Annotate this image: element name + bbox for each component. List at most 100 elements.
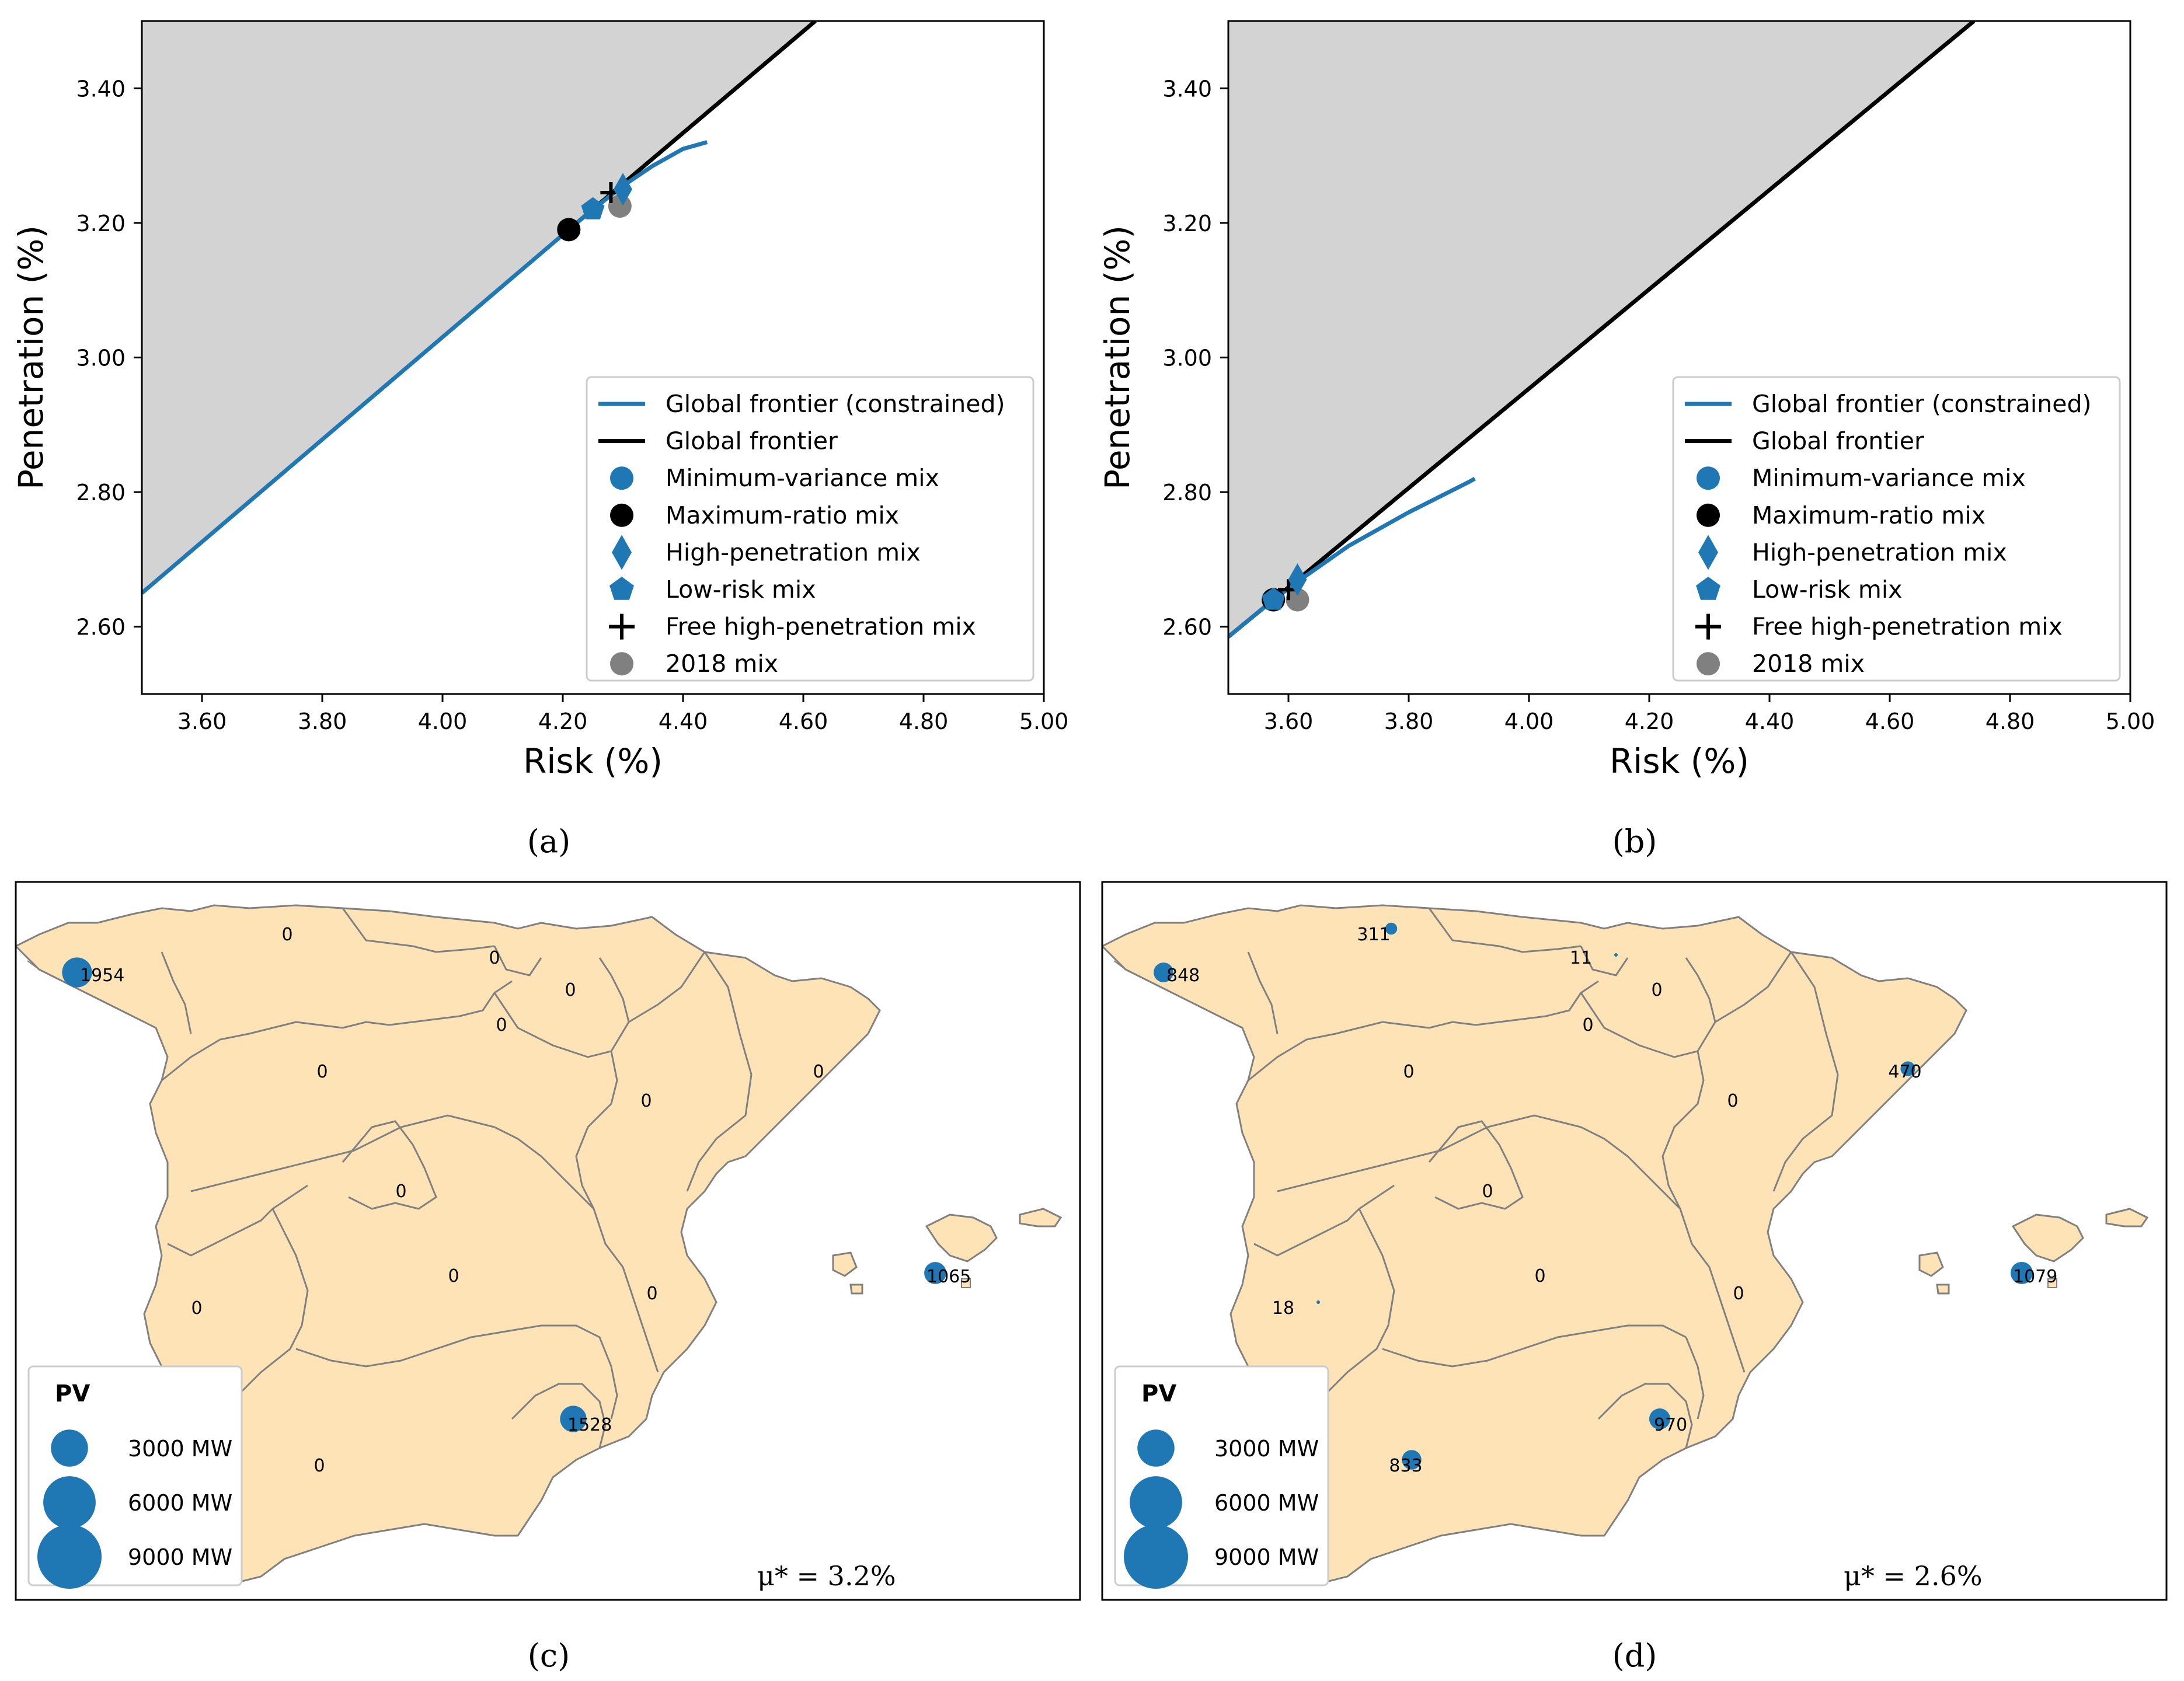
region-castilla-la-mancha: 0 bbox=[1534, 1266, 1545, 1286]
chart-caption: (b) bbox=[1612, 823, 1657, 860]
pv-legend-label: 3000 MW bbox=[128, 1436, 232, 1462]
legend-entry-low-risk: Low-risk mix bbox=[1696, 576, 1903, 604]
x-tick-label: 4.20 bbox=[1625, 709, 1674, 734]
pv-legend-label: 6000 MW bbox=[128, 1490, 232, 1516]
pv-value-label: 0 bbox=[1482, 1181, 1493, 1202]
region-castilla-y-leon: 0 bbox=[1403, 1062, 1414, 1082]
pv-bubble bbox=[1649, 1408, 1671, 1430]
map-caption: (d) bbox=[1612, 1637, 1657, 1674]
map-frame bbox=[1101, 881, 2168, 1601]
spain-map: 848 311 11 0 0 0 0 470 0 0 0 18 833 970 1079 bbox=[1102, 904, 2148, 1584]
chart-caption: (a) bbox=[527, 823, 570, 860]
legend-entry-global: Global frontier bbox=[1685, 427, 1924, 455]
x-tick-label: 3.80 bbox=[298, 709, 347, 734]
pv-value-label: 970 bbox=[1654, 1415, 1687, 1435]
pv-legend-label: 6000 MW bbox=[1214, 1490, 1319, 1516]
legend-entry-constrained: Global frontier (constrained) bbox=[1685, 390, 2092, 418]
pv-value-label: 0 bbox=[1651, 980, 1662, 1000]
y-tick-label: 3.20 bbox=[76, 211, 126, 236]
plot-area bbox=[1228, 21, 1976, 639]
legend-swatch bbox=[1698, 535, 1718, 570]
x-tick-label: 4.40 bbox=[659, 709, 708, 734]
pv-legend-title: PV bbox=[55, 1380, 90, 1407]
chart-b: 3.60 3.80 4.00 4.20 4.40 4.60 4.80 5.00 2.60 2.80… bbox=[1098, 20, 2155, 860]
legend-entry-high-pen: High-penetration mix bbox=[1698, 535, 2007, 570]
region-asturias: 311 bbox=[1357, 922, 1398, 945]
pv-value-label: 0 bbox=[489, 948, 500, 968]
pv-value-label: 0 bbox=[1534, 1266, 1545, 1286]
x-axis-label: Risk (%) bbox=[1610, 741, 1749, 781]
legend-entry-min-var: Minimum-variance mix bbox=[1697, 464, 2026, 492]
legend-label: 2018 mix bbox=[666, 650, 778, 678]
pv-value-label: 470 bbox=[1888, 1062, 1921, 1082]
legend-swatch bbox=[612, 535, 632, 570]
legend-entry-free-high-pen: Free high-penetration mix bbox=[1695, 613, 2063, 641]
chart-a: 3.60 3.80 4.00 4.20 4.40 4.60 4.80 5.00 2.60 2.80… bbox=[11, 20, 1069, 860]
pv-bubble bbox=[924, 1262, 946, 1284]
x-tick-label: 4.00 bbox=[418, 709, 468, 734]
pv-bubble bbox=[62, 957, 92, 988]
pv-bubble bbox=[1154, 962, 1173, 982]
spain-map: 1954 0 0 0 0 0 0 0 0 0 0 0 0 1528 1065 bbox=[16, 904, 1062, 1584]
pv-legend-bubble bbox=[1137, 1429, 1175, 1467]
y-tick-label: 2.80 bbox=[76, 480, 126, 505]
region-basque-country: 0 bbox=[565, 980, 576, 1000]
pv-value-label: 18 bbox=[1272, 1298, 1294, 1319]
legend-label: Global frontier (constrained) bbox=[1752, 390, 2092, 418]
legend-entry-max-ratio: Maximum-ratio mix bbox=[1697, 501, 1986, 529]
mu-annotation: μ* = 2.6% bbox=[1844, 1560, 1983, 1592]
pv-bubble bbox=[1900, 1061, 1915, 1076]
legend-swatch bbox=[610, 503, 633, 527]
region-murcia: 1528 bbox=[560, 1406, 612, 1435]
pv-legend-bubble bbox=[51, 1429, 88, 1467]
legend-swatch bbox=[609, 577, 634, 600]
pv-legend: PV 3000 MW 6000 MW 9000 MW bbox=[27, 1365, 243, 1589]
pv-value-label: 0 bbox=[1403, 1062, 1414, 1082]
pv-value-label: 0 bbox=[395, 1181, 406, 1202]
pv-value-label: 833 bbox=[1389, 1456, 1422, 1476]
high-pen-point bbox=[614, 173, 632, 206]
y-tick-label: 3.00 bbox=[76, 346, 126, 371]
legend-swatch bbox=[1695, 613, 1721, 640]
x-tick-label: 3.80 bbox=[1384, 709, 1434, 734]
x-tick-label: 5.00 bbox=[2106, 709, 2155, 734]
y-tick-label: 3.40 bbox=[1162, 76, 1212, 102]
pv-bubble bbox=[1385, 922, 1398, 935]
low-risk-point bbox=[1262, 587, 1286, 610]
pv-legend-bubble bbox=[37, 1525, 102, 1589]
region-cantabria: 11 bbox=[1570, 948, 1618, 968]
pv-value-label: 11 bbox=[1570, 948, 1592, 968]
legend-entry-constrained: Global frontier (constrained) bbox=[598, 390, 1005, 418]
region-madrid: 0 bbox=[395, 1181, 406, 1202]
pv-legend: PV 3000 MW 6000 MW 9000 MW bbox=[1114, 1365, 1329, 1589]
pv-legend-label: 3000 MW bbox=[1214, 1436, 1319, 1462]
legend-swatch bbox=[1696, 577, 1720, 600]
x-tick-label: 4.00 bbox=[1504, 709, 1554, 734]
map-frame bbox=[15, 881, 1081, 1601]
pv-value-label: 311 bbox=[1357, 925, 1390, 945]
pv-legend-label: 9000 MW bbox=[128, 1544, 232, 1570]
map-area: 1954 0 0 0 0 0 0 0 0 0 0 0 0 1528 1065 PV 3000 MW 6000 MW… bbox=[16, 882, 1080, 1600]
x-tick-label: 5.00 bbox=[1019, 709, 1069, 734]
pv-value-label: 0 bbox=[281, 925, 292, 945]
legend-label: Free high-penetration mix bbox=[1752, 613, 2063, 641]
map-d: 848 311 11 0 0 0 0 470 0 0 0 18 833 970 1079 PV 3000 MW 6… bbox=[1101, 881, 2168, 1674]
pv-legend-title: PV bbox=[1141, 1380, 1176, 1407]
region-la-rioja: 0 bbox=[1582, 1015, 1593, 1035]
legend-swatch bbox=[1697, 652, 1720, 676]
legend-swatch bbox=[610, 466, 633, 490]
legend-entry-global: Global frontier bbox=[598, 427, 838, 455]
y-tick-label: 3.40 bbox=[76, 76, 126, 102]
pv-value-label: 0 bbox=[448, 1266, 459, 1286]
region-andalusia: 0 bbox=[314, 1456, 325, 1476]
legend-entry-mix2018: 2018 mix bbox=[1697, 650, 1865, 678]
y-tick-label: 2.80 bbox=[1162, 480, 1212, 505]
region-galicia: 1954 bbox=[62, 957, 124, 988]
legend-entry-high-pen: High-penetration mix bbox=[612, 535, 921, 570]
region-extremadura: 18 bbox=[1272, 1298, 1320, 1319]
legend-label: Global frontier bbox=[1752, 427, 1924, 455]
pv-legend-bubble bbox=[1130, 1476, 1182, 1529]
pv-value-label: 848 bbox=[1166, 965, 1200, 986]
region-la-rioja: 0 bbox=[496, 1015, 507, 1035]
legend-label: Maximum-ratio mix bbox=[666, 501, 899, 529]
